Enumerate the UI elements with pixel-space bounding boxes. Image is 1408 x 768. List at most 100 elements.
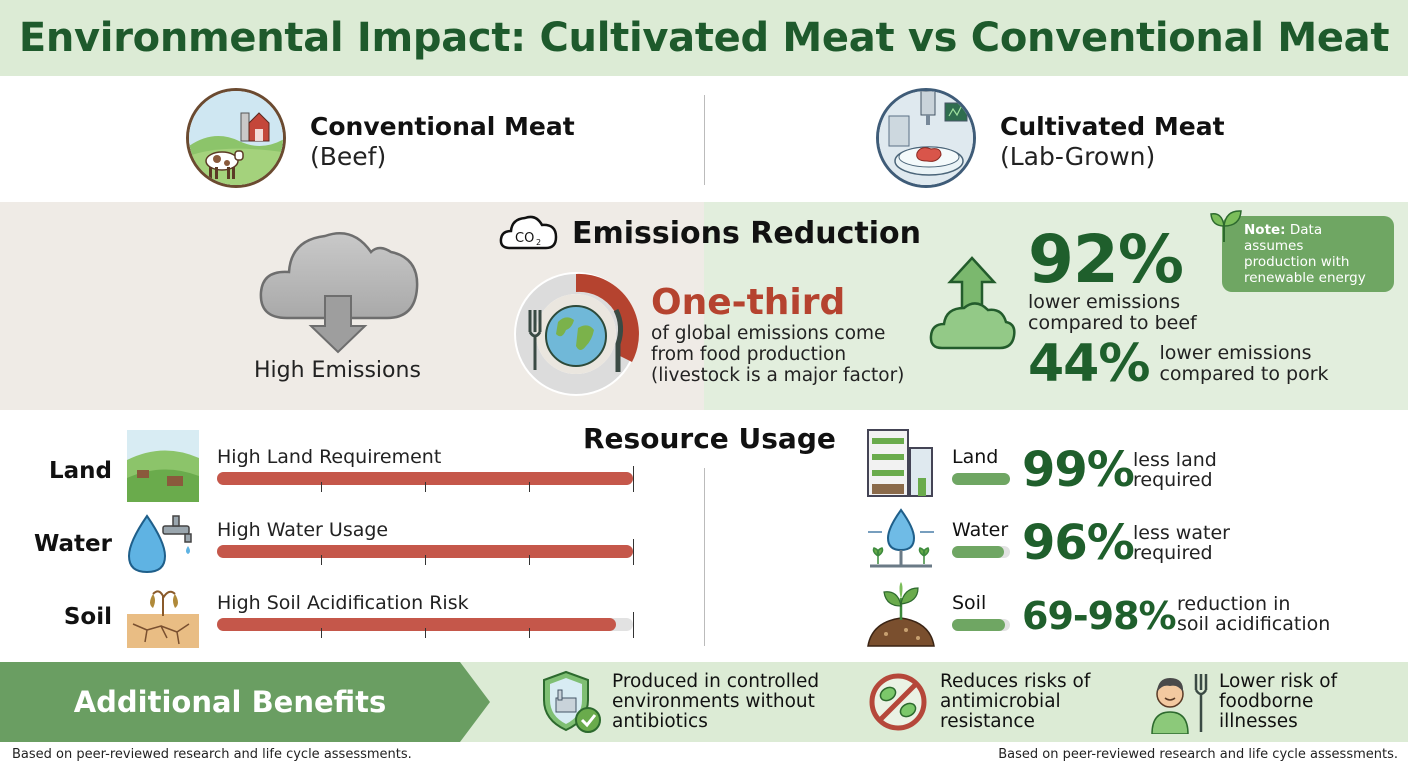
land-bar-fill — [217, 472, 633, 485]
footer-source-left: Based on peer-reviewed research and life… — [12, 747, 412, 762]
cloud-up-arrow-icon — [928, 254, 1016, 354]
benefit-antimicrobial: Reduces risks of antimicrobial resistanc… — [940, 672, 1090, 732]
one-third-headline: One-third — [651, 282, 846, 323]
beef-emissions-stat: 92% lower emissions compared to beef — [1028, 227, 1197, 334]
renewable-energy-note: Note: Data assumes production with renew… — [1222, 216, 1394, 292]
sprout-soil-icon — [866, 582, 936, 652]
cultivated-land-bar — [952, 473, 1010, 485]
cultivated-soil-label: Soil — [952, 592, 987, 614]
soil-bar — [217, 618, 633, 631]
pork-emissions-line1: lower emissions — [1159, 342, 1312, 364]
benefit-3-line2: foodborne — [1219, 691, 1314, 712]
conventional-subtitle: (Beef) — [310, 142, 387, 171]
soil-bar-fill — [217, 618, 617, 631]
land-reduction-pct: 99% — [1022, 442, 1135, 498]
note-line3: renewable energy — [1244, 270, 1366, 286]
benefit-foodborne: Lower risk of foodborne illnesses — [1219, 672, 1337, 732]
note-bold: Note: — [1244, 222, 1286, 238]
emissions-section-header: CO 2 Emissions Reduction — [498, 210, 921, 256]
person-fork-icon — [1146, 670, 1214, 738]
water-label: Water — [33, 531, 112, 557]
land-desc-line2: required — [1133, 469, 1213, 491]
dry-cracked-soil-icon — [127, 584, 199, 648]
svg-text:2: 2 — [536, 238, 541, 247]
benefit-3-line1: Lower risk of — [1219, 671, 1338, 692]
cloud-down-arrow-icon — [257, 222, 421, 358]
water-irrigation-icon — [866, 508, 936, 576]
tick — [321, 482, 322, 492]
bar-end — [633, 539, 634, 565]
soil-reduction-pct: 69-98% — [1022, 594, 1177, 638]
note-bubble-tail — [1222, 272, 1246, 288]
cultivated-soil-bar — [952, 619, 1010, 631]
tick — [321, 628, 322, 638]
bar-end — [633, 612, 634, 638]
page-title: Environmental Impact: Cultivated Meat vs… — [18, 15, 1390, 61]
water-caption: High Water Usage — [217, 519, 389, 541]
cultivated-soil-bar-fill — [952, 619, 1006, 631]
shield-factory-check-icon — [540, 670, 604, 738]
one-third-line2: from food production — [651, 344, 847, 365]
benefit-2-line2: antimicrobial — [940, 691, 1061, 712]
tick — [529, 482, 530, 492]
conventional-title: Conventional Meat — [310, 112, 575, 141]
water-desc-line2: required — [1133, 542, 1213, 564]
emissions-section-title: Emissions Reduction — [572, 215, 921, 251]
tick — [529, 555, 530, 565]
cultivated-meat-heading: Cultivated Meat (Lab-Grown) — [1000, 112, 1225, 172]
tick — [425, 628, 426, 638]
cultivated-water-label: Water — [952, 519, 1009, 541]
high-emissions-label: High Emissions — [254, 358, 421, 383]
soil-reduction-desc: reduction in soil acidification — [1177, 594, 1330, 634]
co2-cloud-icon: CO 2 — [498, 210, 560, 256]
benefit-1-line1: Produced in controlled — [612, 671, 820, 692]
cultivated-water-bar — [952, 546, 1010, 558]
pasture-cows-icon — [127, 430, 199, 502]
one-third-line3: (livestock is a major factor) — [651, 365, 905, 386]
benefit-3-line3: illnesses — [1219, 711, 1298, 732]
beef-emissions-line1: lower emissions — [1028, 291, 1181, 313]
header-divider — [704, 95, 705, 185]
petri-dish-meat-icon — [876, 88, 976, 188]
tick — [321, 555, 322, 565]
water-drop-faucet-icon — [127, 512, 199, 576]
tick — [529, 628, 530, 638]
water-reduction-pct: 96% — [1022, 515, 1135, 571]
note-line2: production with — [1244, 254, 1350, 270]
benefit-1-line2: environments without — [612, 691, 815, 712]
pork-emissions-stat: 44% lower emissions compared to pork — [1028, 338, 1329, 390]
water-bar-fill — [217, 545, 633, 558]
land-label: Land — [48, 458, 112, 484]
cultivated-water-bar-fill — [952, 546, 1005, 558]
farm-cow-icon — [186, 88, 286, 188]
cultivated-title: Cultivated Meat — [1000, 112, 1225, 141]
tick — [425, 555, 426, 565]
soil-caption: High Soil Acidification Risk — [217, 592, 469, 614]
title-band: Environmental Impact: Cultivated Meat vs… — [0, 0, 1408, 76]
soil-desc-line1: reduction in — [1177, 593, 1291, 615]
leaf-sprout-icon — [1208, 208, 1244, 248]
benefit-2-line1: Reduces risks of — [940, 671, 1091, 692]
footer-source-right: Based on peer-reviewed research and life… — [998, 747, 1398, 762]
one-third-line1: of global emissions come — [651, 323, 886, 344]
resource-usage-title: Resource Usage — [583, 422, 836, 455]
cultivated-land-bar-fill — [952, 473, 1010, 485]
tick — [425, 482, 426, 492]
vertical-farm-icon — [866, 428, 936, 502]
beef-emissions-line2: compared to beef — [1028, 312, 1197, 334]
cultivated-land-label: Land — [952, 446, 999, 468]
global-emissions-plate-icon — [512, 270, 640, 402]
pork-emissions-pct: 44% — [1028, 334, 1150, 394]
cultivated-subtitle: (Lab-Grown) — [1000, 142, 1156, 171]
svg-text:CO: CO — [515, 231, 534, 246]
no-bacteria-icon — [868, 672, 928, 736]
water-reduction-desc: less water required — [1133, 523, 1230, 563]
bar-end — [633, 466, 634, 492]
benefit-2-line3: resistance — [940, 711, 1035, 732]
land-desc-line1: less land — [1133, 449, 1217, 471]
benefits-arrow-banner: Additional Benefits — [0, 662, 490, 742]
soil-label: Soil — [63, 604, 112, 630]
water-bar — [217, 545, 633, 558]
soil-desc-line2: soil acidification — [1177, 613, 1331, 635]
land-caption: High Land Requirement — [217, 446, 442, 468]
